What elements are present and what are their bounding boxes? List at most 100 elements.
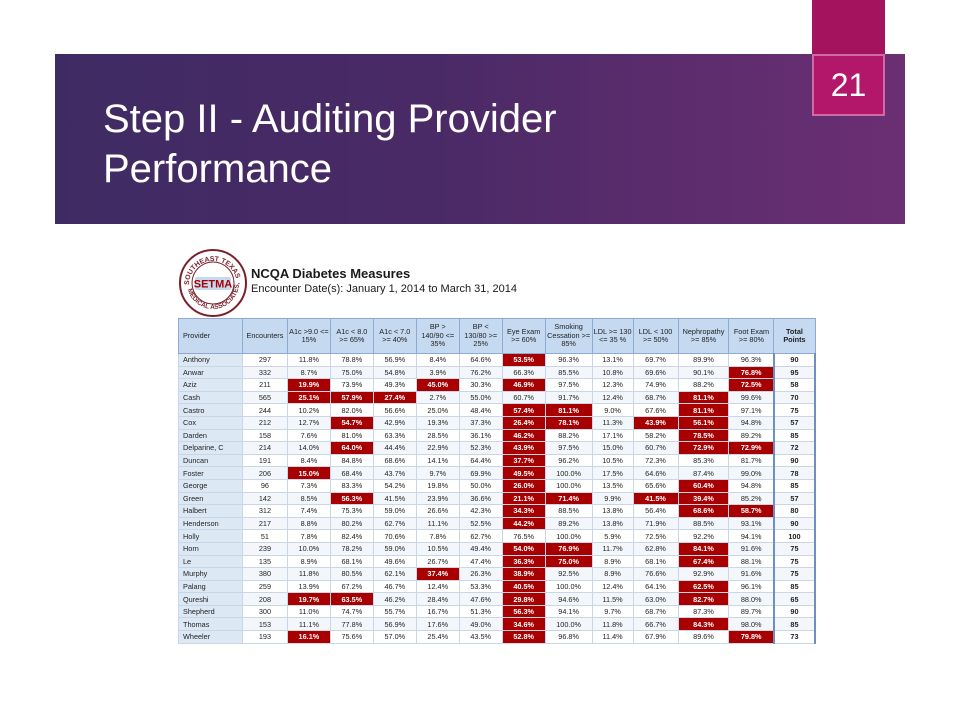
measure-cell: 12.4% — [591, 390, 634, 405]
provider-name-cell: Holly — [178, 529, 243, 543]
measure-cell: 191 — [241, 453, 288, 468]
total-points-cell: 70 — [772, 390, 817, 405]
measure-cell: 51.3% — [458, 604, 503, 619]
measure-cell: 99.6% — [728, 390, 775, 405]
measure-cell: 44.4% — [372, 441, 417, 455]
measure-cell: 12.7% — [286, 415, 331, 430]
measure-cell: 54.8% — [372, 365, 417, 380]
measure-cell: 59.0% — [372, 541, 417, 556]
measure-cell: 85.5% — [544, 365, 593, 380]
measure-cell: 88.5% — [677, 516, 730, 531]
measure-cell: 67.2% — [329, 579, 374, 594]
provider-name-cell: Green — [178, 491, 243, 506]
measure-cell: 13.1% — [591, 353, 634, 367]
measure-cell: 37.4% — [415, 567, 460, 581]
measure-cell: 59.0% — [372, 504, 417, 518]
measure-cell: 8.9% — [286, 554, 331, 569]
measure-cell: 217 — [241, 516, 288, 531]
column-header: Foot Exam >= 80% — [728, 318, 775, 354]
measure-cell: 25.0% — [415, 403, 460, 417]
measure-cell: 96.8% — [544, 630, 593, 644]
measure-cell: 19.3% — [415, 415, 460, 430]
measure-cell: 68.6% — [677, 504, 730, 518]
measure-cell: 68.7% — [632, 604, 679, 619]
total-points-cell: 85 — [772, 428, 817, 443]
measure-cell: 66.3% — [501, 365, 546, 380]
measure-cell: 81.0% — [329, 428, 374, 443]
measure-cell: 78.2% — [329, 541, 374, 556]
measure-cell: 10.2% — [286, 403, 331, 417]
measure-cell: 36.1% — [458, 428, 503, 443]
measure-cell: 57.0% — [372, 630, 417, 644]
measure-cell: 89.2% — [728, 428, 775, 443]
measure-cell: 100.0% — [544, 529, 593, 543]
column-header: LDL < 100 >= 50% — [632, 318, 679, 354]
measure-cell: 56.1% — [677, 415, 730, 430]
report-date-range: Encounter Date(s): January 1, 2014 to Ma… — [251, 283, 517, 295]
measure-cell: 94.1% — [544, 604, 593, 619]
measure-cell: 13.5% — [591, 478, 634, 493]
measure-cell: 21.1% — [501, 491, 546, 506]
column-header: LDL >= 130 <= 35 % — [591, 318, 634, 354]
measure-cell: 17.1% — [591, 428, 634, 443]
measure-cell: 7.3% — [286, 478, 331, 493]
measure-cell: 26.0% — [501, 478, 546, 493]
measures-table: Provider Encounters A1c >9.0 <= 15% A1c < 8… — [178, 318, 817, 644]
measure-cell: 88.1% — [728, 554, 775, 569]
total-points-cell: 95 — [772, 365, 817, 380]
measure-cell: 14.1% — [415, 453, 460, 468]
measure-cell: 26.3% — [458, 567, 503, 581]
measure-cell: 212 — [241, 415, 288, 430]
measure-cell: 85.3% — [677, 453, 730, 468]
total-points-cell: 100 — [772, 529, 817, 543]
table-row: Aziz 211 19.9% 73.9% 49.3% 45.0% 30.3% 46.9% 97.… — [178, 378, 817, 392]
measure-cell: 66.7% — [632, 617, 679, 632]
measure-cell: 17.6% — [415, 617, 460, 632]
measure-cell: 10.5% — [415, 541, 460, 556]
provider-name-cell: Wheeler — [178, 630, 243, 644]
measure-cell: 43.9% — [501, 441, 546, 455]
measure-cell: 16.7% — [415, 604, 460, 619]
provider-name-cell: George — [178, 478, 243, 493]
report-title: NCQA Diabetes Measures — [251, 266, 411, 281]
measure-cell: 97.5% — [544, 441, 593, 455]
measure-cell: 67.4% — [677, 554, 730, 569]
provider-name-cell: Anwar — [178, 365, 243, 380]
measure-cell: 56.9% — [372, 617, 417, 632]
measure-cell: 62.5% — [677, 579, 730, 594]
measure-cell: 93.1% — [728, 516, 775, 531]
provider-name-cell: Halbert — [178, 504, 243, 518]
measure-cell: 81.1% — [677, 403, 730, 417]
provider-name-cell: Le — [178, 554, 243, 569]
measure-cell: 30.3% — [458, 378, 503, 392]
measure-cell: 80.5% — [329, 567, 374, 581]
total-points-cell: 90 — [772, 453, 817, 468]
column-header: BP > 140/90 <= 35% — [415, 318, 460, 354]
measure-cell: 90.1% — [677, 365, 730, 380]
total-points-cell: 58 — [772, 378, 817, 392]
measure-cell: 77.8% — [329, 617, 374, 632]
measure-cell: 7.4% — [286, 504, 331, 518]
measure-cell: 88.5% — [544, 504, 593, 518]
measure-cell: 71.9% — [632, 516, 679, 531]
measure-cell: 68.6% — [372, 453, 417, 468]
measure-cell: 13.8% — [591, 504, 634, 518]
measure-cell: 68.4% — [329, 466, 374, 480]
measure-cell: 96.2% — [544, 453, 593, 468]
provider-name-cell: Cash — [178, 390, 243, 405]
slide-number-badge: 21 — [812, 54, 885, 116]
measure-cell: 26.4% — [501, 415, 546, 430]
measure-cell: 94.6% — [544, 592, 593, 606]
measure-cell: 88.2% — [677, 378, 730, 392]
table-row: Cox 212 12.7% 54.7% 42.9% 19.3% 37.3% 26.4% 78.1… — [178, 415, 817, 430]
setma-seal-logo-icon: SOUTHEAST TEXAS MEDICAL ASSOCIATES, L.L.… — [178, 248, 247, 317]
measure-cell: 8.7% — [286, 365, 331, 380]
measure-cell: 73.9% — [329, 378, 374, 392]
measure-cell: 34.6% — [501, 617, 546, 632]
column-header: BP < 130/80 >= 25% — [458, 318, 503, 354]
measure-cell: 97.1% — [728, 403, 775, 417]
measure-cell: 8.5% — [286, 491, 331, 506]
provider-name-cell: Palang — [178, 579, 243, 594]
measure-cell: 72.9% — [677, 441, 730, 455]
measure-cell: 27.4% — [372, 390, 417, 405]
